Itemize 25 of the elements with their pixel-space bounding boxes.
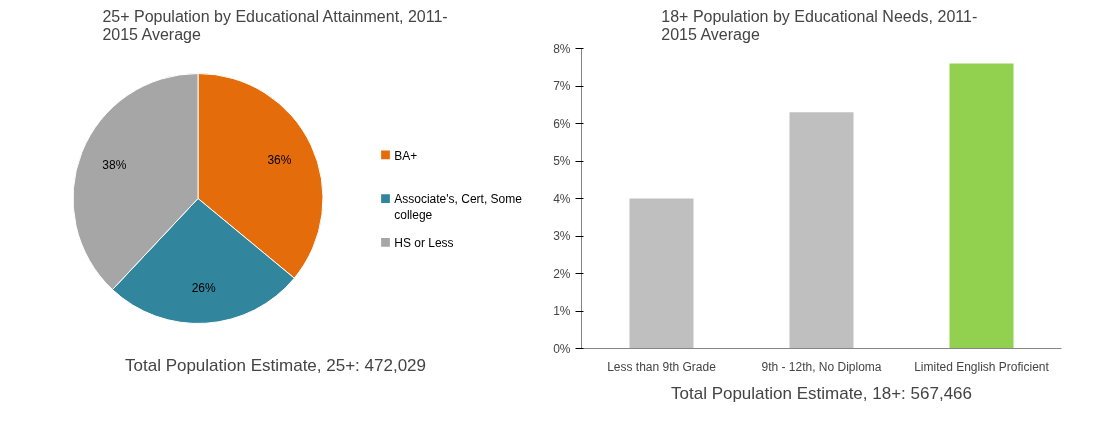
y-tick-label: 0% xyxy=(553,341,571,356)
y-tick-label: 7% xyxy=(553,79,571,93)
x-tick-label: Limited English Proficient xyxy=(914,359,1050,374)
data-label: 36% xyxy=(267,153,292,168)
data-label: 26% xyxy=(191,281,216,296)
chart-title: 18+ Population by Educational Needs, 2011- 2015 Average xyxy=(661,7,978,44)
y-tick-label: 4% xyxy=(553,191,571,206)
bar xyxy=(949,63,1014,349)
y-tick-label: 8% xyxy=(553,41,571,56)
x-tick-label: 9th - 12th, No Diploma xyxy=(761,359,882,374)
text: Total Population Estimate, 25+: 472,029 xyxy=(124,355,427,375)
bar xyxy=(789,112,854,349)
y-tick-label: 3% xyxy=(553,229,571,243)
data-label: 38% xyxy=(102,158,127,173)
text: Total Population Estimate, 18+: 567,466 xyxy=(670,383,973,403)
y-tick-label: 5% xyxy=(553,154,571,168)
x-tick-label: Less than 9th Grade xyxy=(607,359,717,374)
legend-label: Associate's, Cert, Some college xyxy=(394,192,523,222)
y-tick-label: 6% xyxy=(553,116,571,131)
legend-label: BA+ xyxy=(394,148,418,163)
bar xyxy=(629,198,694,349)
y-tick-label: 1% xyxy=(553,304,571,318)
y-tick-label: 2% xyxy=(553,266,571,281)
chart-title: 25+ Population by Educational Attainment, 2011- 2015 Average xyxy=(102,7,448,44)
legend-label: HS or Less xyxy=(394,236,454,250)
